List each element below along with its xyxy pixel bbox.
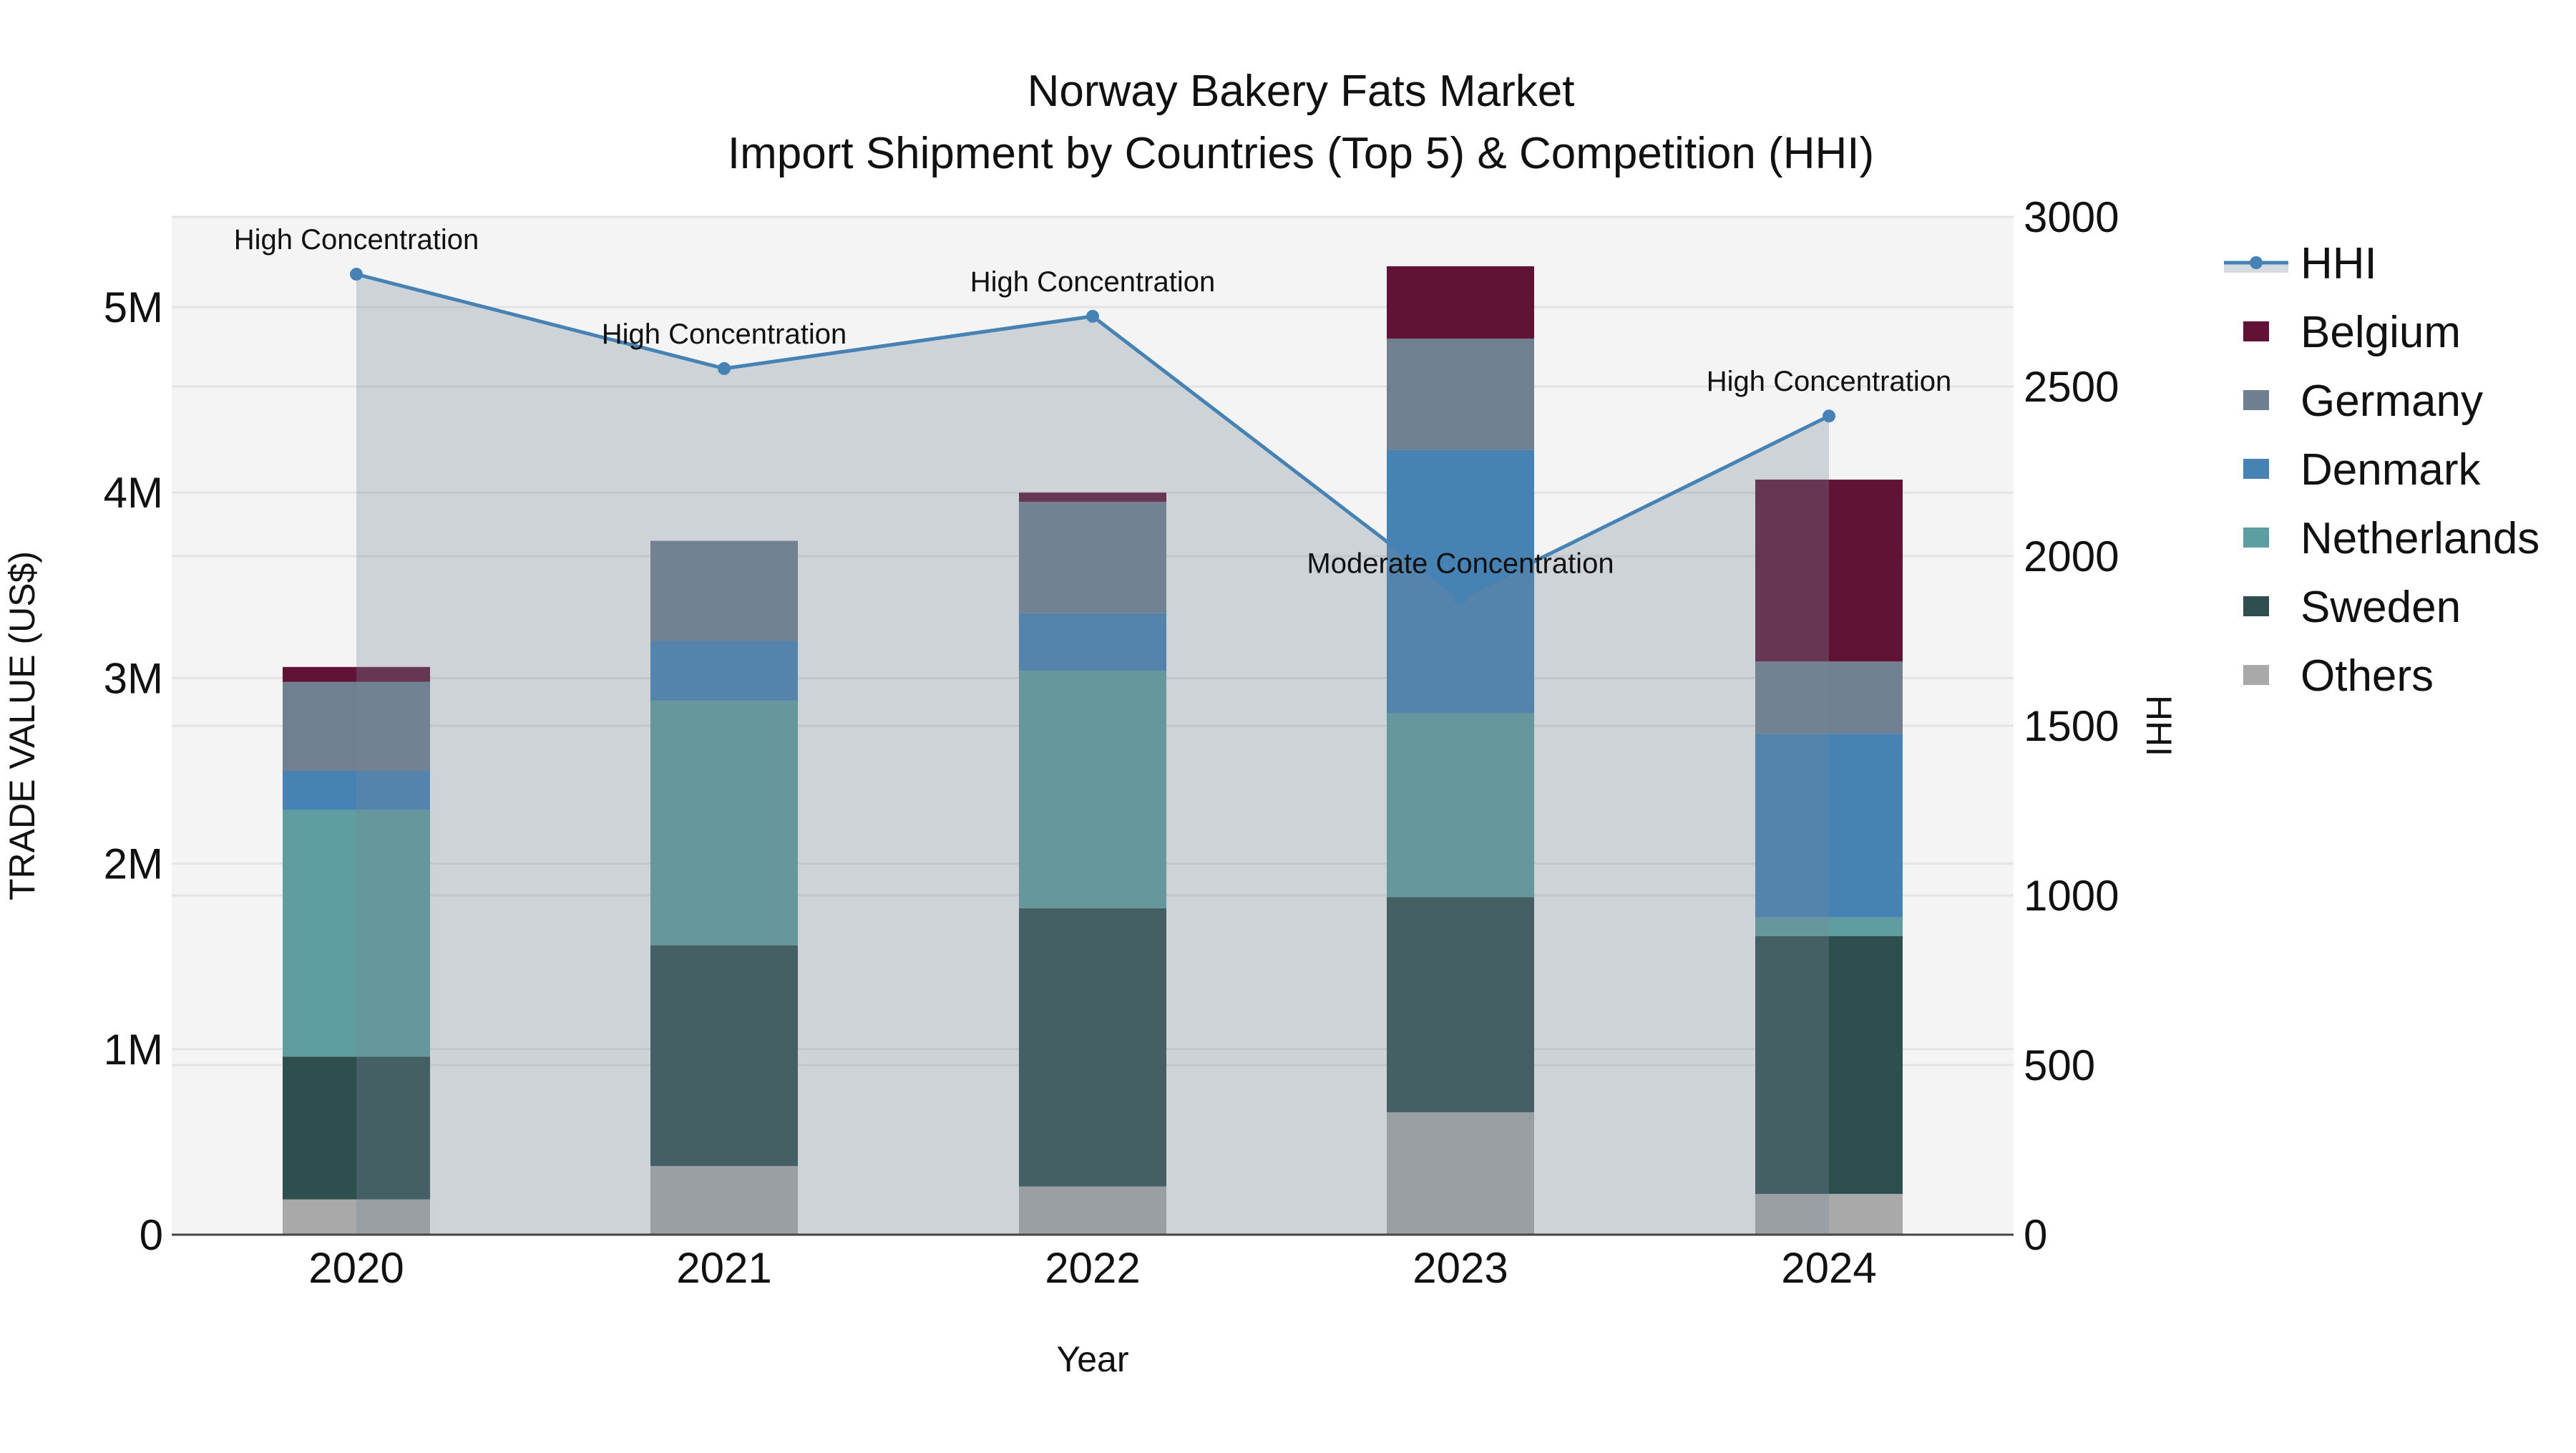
- legend-item-germany[interactable]: Germany: [2243, 376, 2483, 426]
- y-right-tick: 2000: [2024, 533, 2119, 580]
- legend-item-belgium[interactable]: Belgium: [2243, 308, 2461, 357]
- y-left-tick: 3M: [104, 654, 163, 702]
- y-left-tick: 0: [140, 1211, 163, 1259]
- bar-segment-others[interactable]: Others 2024: 220000: [1755, 1193, 1903, 1235]
- bar-segment-sweden[interactable]: Sweden 2023: 1160000: [1387, 897, 1534, 1112]
- y-left-tick-labels: 0 1M 2M 3M 4M 5M: [104, 283, 163, 1259]
- legend-label: Netherlands: [2301, 514, 2540, 563]
- bar-segment-denmark[interactable]: Denmark 2023: 1420000: [1387, 449, 1534, 714]
- bar-segment-sweden[interactable]: Sweden 2022: 1500000: [1019, 908, 1166, 1187]
- legend-item-netherlands[interactable]: Netherlands: [2243, 514, 2540, 563]
- bar-segment-germany[interactable]: Germany 2023: 600000: [1387, 339, 1534, 450]
- legend-label: Germany: [2301, 376, 2483, 426]
- legend-swatch-icon: [2243, 459, 2269, 479]
- y-right-tick: 2500: [2024, 363, 2119, 411]
- bar-stack-2022: Others 2022: 260000Sweden 2022: 1500000N…: [1019, 492, 1166, 1235]
- bar-segment-germany[interactable]: Germany 2022: 600000: [1019, 502, 1166, 613]
- x-tick: 2020: [308, 1244, 404, 1292]
- x-tick: 2022: [1045, 1244, 1140, 1292]
- y-right-tick: 500: [2024, 1041, 2095, 1089]
- y-left-axis-title: TRADE VALUE (US$): [2, 551, 42, 900]
- bar-segment-denmark[interactable]: Denmark 2024: 990000: [1755, 734, 1903, 918]
- y-left-tick: 1M: [104, 1026, 163, 1074]
- bar-segment-denmark[interactable]: Denmark 2022: 310000: [1019, 613, 1166, 671]
- bar-segment-netherlands[interactable]: Netherlands 2024: 100000: [1755, 917, 1903, 936]
- legend-item-denmark[interactable]: Denmark: [2243, 445, 2482, 495]
- legend-swatch-icon: [2243, 596, 2269, 616]
- bar-stack-2023: Others 2023: 660000Sweden 2023: 1160000N…: [1387, 266, 1534, 1235]
- legend-label: Others: [2301, 651, 2434, 701]
- x-axis-title: Year: [1056, 1339, 1128, 1379]
- y-right-tick: 1500: [2024, 702, 2119, 750]
- bar-segment-belgium[interactable]: Belgium 2023: 390000: [1387, 266, 1534, 339]
- legend-label: HHI: [2301, 239, 2377, 288]
- x-tick: 2024: [1781, 1244, 1876, 1292]
- legend-item-hhi[interactable]: HHI: [2224, 239, 2377, 288]
- hhi-annotations: High Concentration High Concentration High…: [234, 224, 1951, 579]
- hhi-point-2024[interactable]: [1823, 409, 1835, 423]
- hhi-line: [350, 268, 1835, 605]
- y-right-tick: 0: [2024, 1211, 2047, 1259]
- legend-label: Belgium: [2301, 308, 2461, 357]
- x-tick-labels: 2020 2021 2022 2023 2024: [308, 1244, 1876, 1292]
- stacked-bars: Others 2020: 190000Sweden 2020: 770000Ne…: [283, 266, 1903, 1235]
- chart-title-line2: Import Shipment by Countries (Top 5) & C…: [728, 129, 1874, 178]
- y-right-axis-title: HHI: [2139, 695, 2179, 757]
- bar-segment-germany[interactable]: Germany 2024: 390000: [1755, 661, 1903, 734]
- bar-segment-germany[interactable]: Germany 2021: 540000: [650, 540, 798, 641]
- bar-segment-others[interactable]: Others 2022: 260000: [1019, 1186, 1166, 1235]
- bar-segment-germany[interactable]: Germany 2020: 480000: [283, 681, 430, 771]
- bar-segment-denmark[interactable]: Denmark 2020: 210000: [283, 771, 430, 810]
- hhi-annotation-2021: High Concentration: [602, 319, 847, 350]
- legend-swatch-icon: [2243, 528, 2269, 548]
- bar-stack-2021: Others 2021: 370000Sweden 2021: 1190000N…: [650, 540, 798, 1235]
- x-tick: 2023: [1413, 1244, 1508, 1292]
- hhi-area: [356, 274, 1829, 1235]
- legend-item-sweden[interactable]: Sweden: [2243, 583, 2461, 632]
- legend-swatch-icon: [2243, 321, 2269, 341]
- hhi-point-2021[interactable]: [718, 361, 731, 375]
- bar-segment-others[interactable]: Others 2023: 660000: [1387, 1112, 1534, 1235]
- legend-label: Denmark: [2301, 445, 2482, 495]
- legend-swatch-icon: [2243, 665, 2269, 685]
- legend-label: Sweden: [2301, 583, 2461, 632]
- bar-segment-netherlands[interactable]: Netherlands 2020: 1330000: [283, 810, 430, 1057]
- y-right-tick: 1000: [2024, 872, 2119, 920]
- bar-segment-netherlands[interactable]: Netherlands 2023: 990000: [1387, 713, 1534, 898]
- legend-item-others[interactable]: Others: [2243, 651, 2434, 701]
- hhi-annotation-2020: High Concentration: [234, 224, 479, 256]
- y-right-tick-labels: 0 500 1000 1500 2000 2500 3000: [2024, 193, 2119, 1259]
- bar-segment-others[interactable]: Others 2020: 190000: [283, 1199, 430, 1235]
- y-left-tick: 4M: [104, 469, 163, 517]
- hhi-point-2022[interactable]: [1086, 309, 1099, 323]
- hhi-area-fill: [356, 274, 1829, 1235]
- hhi-annotation-2023: Moderate Concentration: [1307, 548, 1614, 579]
- bar-segment-sweden[interactable]: Sweden 2020: 770000: [283, 1056, 430, 1200]
- bar-segment-belgium[interactable]: Belgium 2024: 980000: [1755, 480, 1903, 662]
- chart-title-line1: Norway Bakery Fats Market: [1028, 67, 1575, 116]
- hhi-point-2023[interactable]: [1454, 591, 1467, 605]
- legend: HHI Belgium Germany Denmark Netherlands Swede…: [2224, 239, 2540, 701]
- bar-segment-netherlands[interactable]: Netherlands 2021: 1320000: [650, 700, 798, 946]
- hhi-annotation-2024: High Concentration: [1707, 366, 1951, 397]
- bar-segment-denmark[interactable]: Denmark 2021: 320000: [650, 641, 798, 701]
- bar-segment-netherlands[interactable]: Netherlands 2022: 1280000: [1019, 671, 1166, 908]
- y-left-tick: 5M: [104, 283, 163, 331]
- hhi-legend-marker-icon: [2250, 256, 2263, 269]
- bar-segment-sweden[interactable]: Sweden 2024: 1390000: [1755, 936, 1903, 1194]
- bar-stack-2024: Others 2024: 220000Sweden 2024: 1390000N…: [1755, 480, 1903, 1235]
- y-right-tick: 3000: [2024, 193, 2119, 241]
- x-tick: 2021: [676, 1244, 771, 1292]
- legend-swatch-icon: [2243, 390, 2269, 410]
- bar-segment-others[interactable]: Others 2021: 370000: [650, 1166, 798, 1235]
- bar-stack-2020: Others 2020: 190000Sweden 2020: 770000Ne…: [283, 666, 430, 1235]
- bar-segment-belgium[interactable]: Belgium 2020: 80000: [283, 666, 430, 682]
- hhi-point-2020[interactable]: [350, 268, 363, 281]
- hhi-annotation-2022: High Concentration: [970, 266, 1215, 298]
- bar-segment-sweden[interactable]: Sweden 2021: 1190000: [650, 945, 798, 1167]
- bar-segment-belgium[interactable]: Belgium 2022: 50000: [1019, 492, 1166, 502]
- y-left-tick: 2M: [104, 840, 163, 888]
